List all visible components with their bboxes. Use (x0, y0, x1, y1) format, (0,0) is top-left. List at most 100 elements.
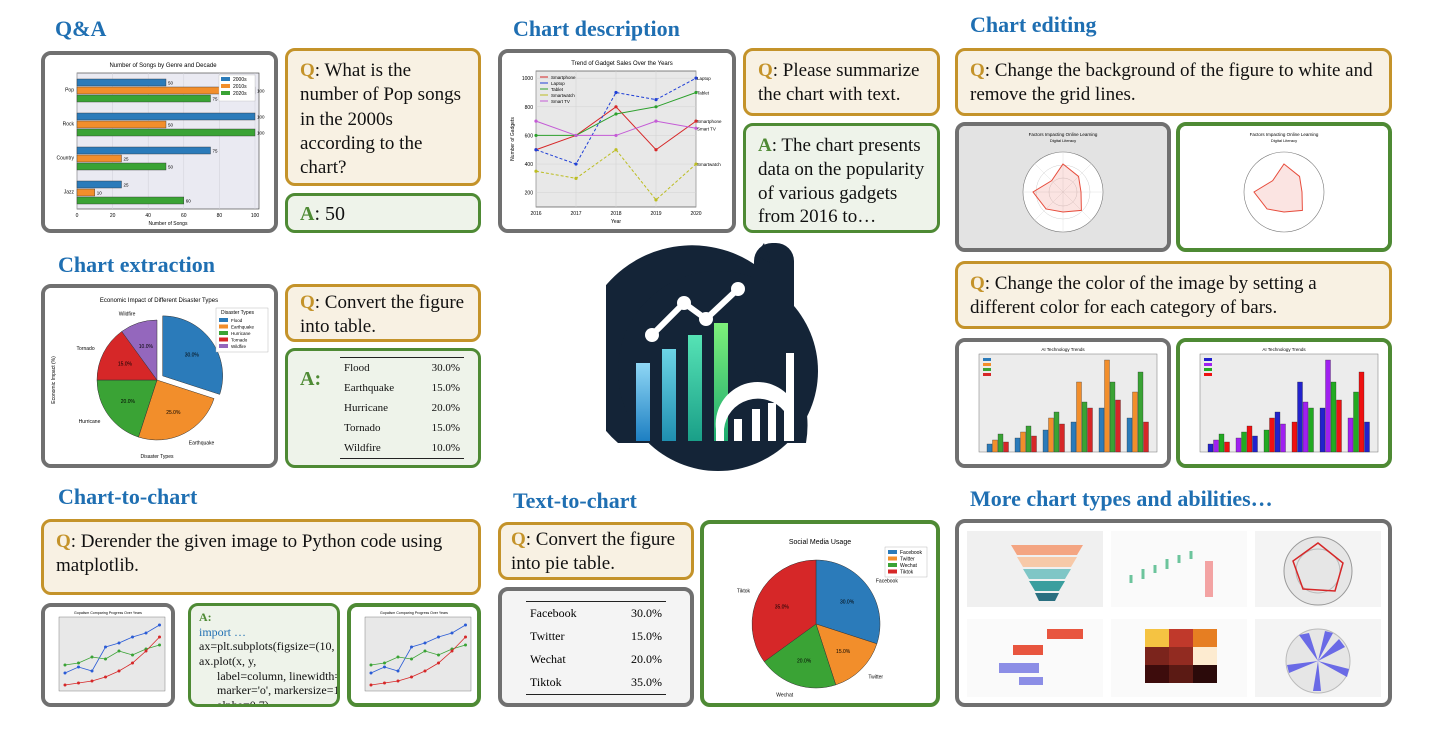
bar (1336, 399, 1342, 453)
qa-answer-box: A: 50 (285, 193, 481, 233)
legend-title: Disaster Types (221, 310, 254, 316)
legend-swatch (983, 373, 991, 376)
c2c-code-label: A: (199, 610, 212, 624)
bar (1263, 429, 1270, 453)
bar (76, 180, 122, 189)
more-charts-grid (967, 531, 1381, 697)
extract-question-box: Q: Convert the figure into table. (285, 284, 481, 342)
desc-line-chart: Trend of Gadget Sales Over the Years 2016… (502, 53, 732, 229)
bar-value-label: 50 (168, 165, 174, 170)
data-point (654, 148, 658, 152)
data-point (131, 653, 134, 657)
x-tick-label: 60 (181, 213, 187, 219)
code-line: marker='o', markersize=10, (199, 683, 340, 698)
legend-swatch (221, 77, 230, 81)
data-point (654, 198, 658, 202)
data-point (423, 649, 427, 653)
bar (1126, 417, 1133, 453)
table-row: Tornado 15.0% (340, 418, 464, 438)
data-point (144, 649, 148, 653)
chart-subtitle: Digital Literacy (1271, 138, 1297, 143)
data-point (383, 665, 386, 669)
data-point (369, 663, 373, 667)
extract-chart-frame: Economic Impact of Different Disaster Ty… (41, 284, 278, 468)
legend-swatch (888, 563, 897, 567)
edit-question-2-box: Q: Change the color of the image by sett… (955, 261, 1392, 329)
table-cell-value: 20.0% (431, 401, 460, 414)
x-tick-label: 20 (110, 213, 116, 219)
table-cell-name: Flood (344, 361, 370, 374)
chart-title: Factors Impacting Online Learning (1029, 132, 1098, 137)
legend-label: 2020s (233, 91, 247, 97)
data-point (63, 663, 67, 667)
table-row: Twitter 15.0% (526, 625, 666, 648)
data-point (464, 643, 467, 647)
desc-a-label: A (758, 135, 772, 156)
table-cell-name: Tornado (344, 421, 381, 434)
bar (986, 443, 993, 453)
data-point (144, 631, 148, 635)
plot-area (58, 616, 166, 692)
desc-chart-frame: Trend of Gadget Sales Over the Years 2016… (498, 49, 736, 233)
pie-slice (121, 319, 158, 381)
legend-label: Tornado (231, 338, 248, 343)
chart-title: Social Media Usage (789, 539, 851, 546)
bar (1143, 421, 1149, 453)
data-point (90, 655, 94, 659)
data-point (437, 635, 440, 639)
data-point (694, 126, 698, 130)
bar (1048, 417, 1054, 453)
bar (1274, 411, 1281, 453)
bar (1218, 433, 1225, 453)
bar (1269, 417, 1275, 453)
bar (76, 112, 256, 121)
x-axis-label: Year (611, 219, 621, 225)
chart-title: AI Technology Trends (1041, 347, 1085, 352)
x-tick-label: 2018 (610, 211, 621, 217)
data-point (383, 681, 386, 685)
legend-swatch (888, 550, 897, 554)
bar (1137, 371, 1144, 453)
data-point (158, 623, 161, 627)
table-cell-value: 35.0% (631, 675, 662, 689)
data-point (464, 635, 467, 639)
data-point (104, 645, 107, 649)
data-point (614, 148, 618, 152)
slice-category-label: Twitter (868, 674, 883, 680)
legend-label: Hurricane (231, 331, 251, 336)
extract-q-label: Q (300, 292, 315, 313)
bar (1235, 437, 1242, 453)
edit-q2-label: Q (970, 273, 985, 294)
legend-swatch (1204, 368, 1212, 371)
data-point (410, 657, 413, 661)
legend-swatch (983, 358, 991, 361)
table-cell-value: 15.0% (431, 421, 460, 434)
bar (1076, 381, 1082, 453)
bar (1003, 441, 1009, 453)
bar (76, 188, 95, 197)
code-line: import … (199, 624, 246, 639)
table-row: Wechat 20.0% (526, 648, 666, 671)
slice-percent-label: 10.0% (139, 344, 154, 350)
data-point (450, 649, 454, 653)
table-row: Facebook 30.0% (526, 602, 666, 625)
x-tick-label: 80 (217, 213, 223, 219)
bar (1353, 391, 1359, 453)
legend-swatch (219, 331, 228, 335)
data-point (464, 623, 467, 627)
bar (1070, 421, 1077, 453)
data-point (131, 635, 134, 639)
legend-label: Smartphone (551, 75, 576, 80)
bar (1132, 391, 1138, 453)
edit-bars-after-frame: AI Technology Trends (1176, 338, 1392, 468)
table-cell-value: 20.0% (631, 652, 662, 666)
section-title-text-to-chart: Text-to-chart (513, 488, 637, 513)
data-point (369, 683, 373, 687)
pie-slice (96, 331, 158, 381)
legend-label: Tablet (551, 87, 564, 92)
section-title-description: Chart description (513, 16, 680, 41)
legend-swatch (888, 569, 897, 574)
slice-percent-label: 35.0% (775, 605, 790, 611)
t2c-question-box: Q: Convert the figure into pie table. (498, 522, 694, 580)
chart-title: Trend of Gadget Sales Over the Years (571, 61, 673, 67)
